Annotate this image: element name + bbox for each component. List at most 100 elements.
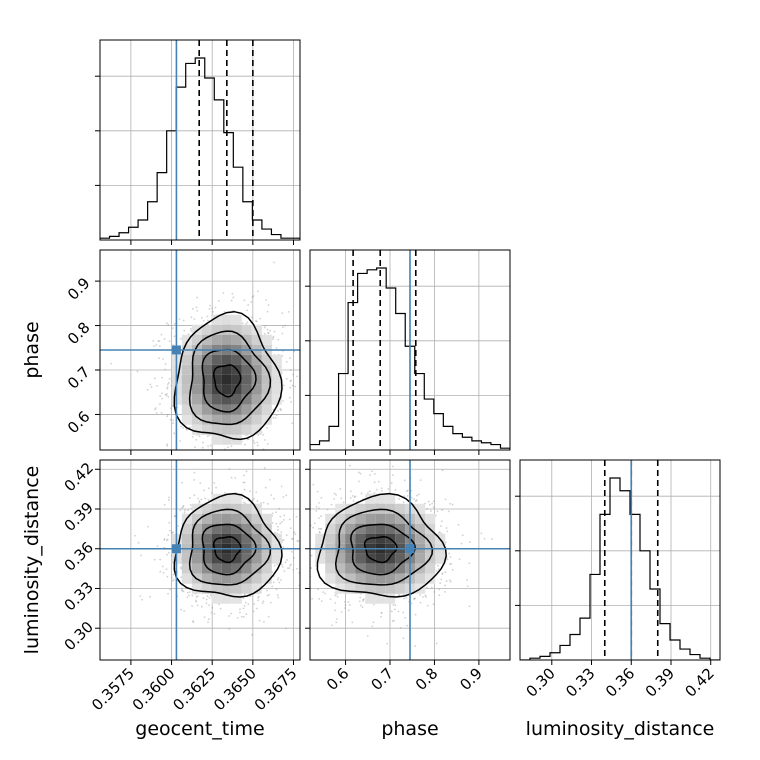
sample-point — [274, 417, 277, 419]
sample-point — [173, 515, 176, 518]
sample-point — [280, 409, 283, 412]
sample-point — [193, 494, 196, 497]
sample-point — [195, 600, 198, 603]
density-cell — [395, 513, 406, 524]
sample-point — [196, 604, 199, 607]
sample-point — [181, 454, 183, 456]
sample-point — [152, 339, 155, 342]
y-tick-label: 0.8 — [64, 319, 94, 349]
x-tick-label: 0.42 — [681, 664, 717, 700]
density-cell — [201, 394, 212, 405]
density-cell — [395, 533, 406, 544]
density-cell — [221, 404, 232, 415]
sample-point — [166, 538, 169, 541]
density-cell — [261, 374, 272, 385]
density-cell — [395, 503, 406, 514]
density-cell — [365, 573, 376, 584]
density-cell — [221, 583, 232, 594]
sample-point — [354, 495, 357, 498]
sample-point — [330, 503, 333, 506]
density-cell — [315, 553, 326, 564]
sample-point — [333, 497, 335, 500]
sample-point — [252, 610, 255, 613]
density-cell — [375, 593, 386, 604]
sample-point — [266, 427, 268, 429]
sample-point — [399, 626, 402, 629]
density-cell — [231, 404, 242, 415]
sample-point — [350, 490, 352, 493]
sample-point — [193, 479, 195, 481]
sample-point — [202, 597, 205, 600]
density-cell — [355, 553, 366, 564]
x-tick-label: 0.8 — [412, 664, 442, 694]
sample-point — [167, 592, 169, 595]
sample-point — [302, 550, 304, 552]
density-cell — [335, 533, 346, 544]
sample-point — [312, 333, 314, 335]
sample-point — [183, 509, 186, 512]
sample-point — [168, 460, 170, 462]
sample-point — [173, 322, 176, 325]
sample-point — [265, 299, 267, 301]
sample-point — [445, 580, 448, 582]
y-tick-label: 0.30 — [61, 618, 97, 654]
sample-point — [168, 551, 170, 554]
sample-point — [239, 611, 241, 614]
sample-point — [289, 369, 292, 371]
density-cell — [241, 364, 252, 375]
sample-point — [255, 320, 258, 323]
density-cell — [395, 583, 406, 594]
density-cell — [211, 374, 222, 385]
sample-point — [182, 505, 185, 508]
density-cell — [221, 414, 232, 425]
sample-point — [243, 488, 246, 491]
sample-point — [172, 419, 175, 422]
sample-point — [290, 379, 293, 382]
density-cell — [271, 394, 282, 405]
sample-point — [249, 490, 251, 493]
density-cell — [241, 503, 252, 514]
sample-point — [262, 600, 265, 603]
density-cell — [181, 354, 192, 365]
sample-point — [294, 544, 296, 546]
sample-point — [230, 476, 233, 479]
sample-point — [444, 541, 447, 544]
sample-point — [166, 443, 169, 446]
sample-point — [201, 446, 204, 449]
density-cell — [191, 424, 202, 435]
sample-point — [164, 363, 167, 365]
sample-point — [163, 539, 166, 541]
sample-point — [258, 619, 261, 622]
density-cell — [231, 573, 242, 584]
sample-point — [272, 497, 275, 500]
sample-point — [262, 501, 265, 504]
sample-point — [170, 531, 173, 534]
density-cell — [181, 553, 192, 564]
sample-point — [166, 444, 168, 447]
density-cell — [251, 563, 262, 574]
sample-point — [358, 480, 360, 483]
sample-point — [265, 482, 267, 484]
sample-point — [403, 597, 405, 600]
sample-point — [308, 523, 310, 525]
sample-point — [178, 318, 181, 320]
sample-point — [333, 492, 336, 495]
contour-level-2 — [201, 348, 257, 413]
sample-point — [360, 492, 363, 495]
sample-point — [444, 571, 447, 574]
density-cell — [375, 573, 386, 584]
sample-point — [247, 603, 250, 606]
sample-point — [466, 579, 468, 581]
x-axis-label-phase: phase — [381, 718, 438, 740]
sample-point — [306, 418, 308, 420]
sample-point — [215, 486, 218, 489]
sample-point — [391, 620, 394, 623]
sample-point — [163, 538, 166, 540]
density-cell — [211, 364, 222, 375]
sample-point — [182, 590, 185, 593]
sample-point — [243, 604, 246, 607]
sample-point — [301, 515, 303, 517]
density-cell — [231, 523, 242, 534]
sample-point — [441, 509, 443, 511]
sample-point — [315, 510, 318, 512]
